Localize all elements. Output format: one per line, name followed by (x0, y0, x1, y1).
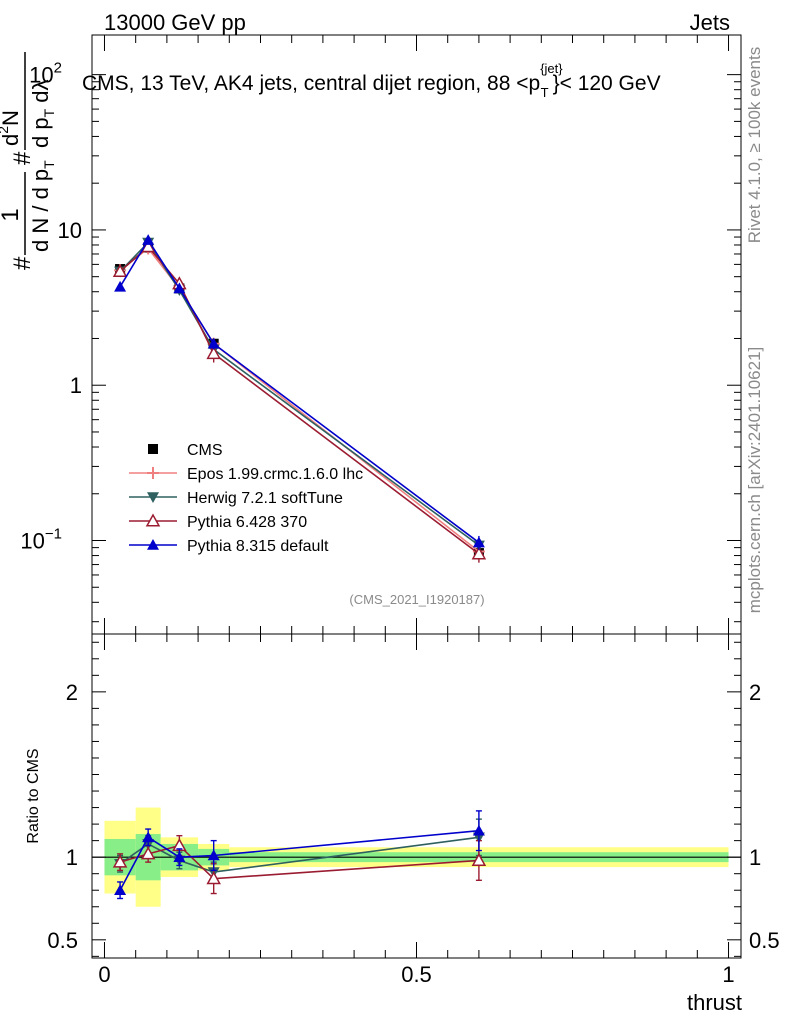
main-y-tick-label: 1 (70, 373, 82, 398)
analysis-id-label: (CMS_2021_I1920187) (349, 592, 484, 607)
title-end: }< 120 GeV (553, 72, 661, 95)
ratio-point (207, 849, 220, 861)
ratio-y-label: Ratio to CMS (25, 748, 42, 843)
main-y-tick-label: 10−1 (20, 526, 62, 554)
legend-marker (147, 467, 159, 479)
ratio-x-ticks: 0 0.5 1 (98, 634, 735, 987)
data-point (114, 280, 127, 292)
legend-item: Herwig 7.2.1 softTune (129, 490, 343, 507)
main-panel: 10−1 1 10 102 (20, 34, 742, 635)
mcplots-label: mcplots.cern.ch [arXiv:2401.10621] (745, 347, 764, 613)
legend-marker (148, 444, 158, 454)
ylabel-den2: d pT dλ (28, 79, 57, 148)
data-point (173, 282, 186, 294)
series-0 (115, 242, 484, 559)
ratio-point (142, 831, 155, 843)
legend-label: Epos 1.99.crmc.1.6.0 lhc (187, 466, 363, 483)
header-right: Jets (690, 10, 730, 35)
header-left: 13000 GeV pp (104, 10, 246, 35)
main-series (112, 234, 487, 563)
legend-marker (147, 539, 159, 550)
ratio-y-tick-label: 1 (66, 845, 78, 870)
data-point (207, 337, 220, 349)
title-main: CMS, 13 TeV, AK4 jets, central dijet reg… (82, 72, 540, 95)
x-tick-label: 1 (722, 962, 734, 987)
legend-marker (145, 513, 161, 527)
ratio-y-ticks: 0.5 0.5 1 1 2 2 (47, 641, 780, 957)
ylabel-one: 1 (0, 208, 24, 221)
ratio-point (206, 871, 221, 885)
series-1 (114, 242, 485, 559)
main-y-tick-label: 10 (58, 218, 82, 243)
legend-item: Pythia 6.428 370 (129, 513, 307, 531)
ylabel-hash1: # (9, 256, 36, 270)
data-point (472, 536, 485, 548)
x-tick-label: 0 (98, 962, 110, 987)
main-y-label: # 1 d N / d pT # d2N d pT dλ (0, 52, 57, 270)
legend-label: CMS (187, 442, 223, 459)
ratio-y-tick-label: 0.5 (47, 928, 78, 953)
ratio-y-tick-label-right: 0.5 (749, 928, 780, 953)
ratio-point (472, 824, 485, 836)
data-point (471, 546, 487, 560)
legend: CMS Epos 1.99.crmc.1.6.0 lhc Herwig 7.2.1 … (129, 442, 363, 555)
legend-item: Pythia 8.315 default (129, 538, 329, 555)
ylabel-num: d2N (0, 110, 23, 146)
rivet-version-label: Rivet 4.1.0, ≥ 100k events (745, 47, 764, 243)
ratio-frame (91, 633, 742, 959)
ratio-y-tick-label-right: 2 (749, 680, 761, 705)
data-point (112, 263, 128, 278)
main-y-tick-label: 102 (29, 60, 62, 88)
ratio-panel: 0.5 0.51 12 2 0 0.5 1 (47, 633, 780, 987)
ylabel-denom: d N / d pT (28, 160, 57, 252)
data-point (142, 234, 155, 245)
ratio-series-4 (114, 810, 485, 900)
ratio-point (114, 884, 127, 896)
legend-marker (147, 492, 159, 503)
title-sub: T (541, 85, 549, 100)
ylabel-hash2: # (9, 151, 36, 165)
main-x-ticks (103, 35, 730, 634)
main-y-ticks: 10−1 1 10 102 (20, 60, 741, 623)
legend-item: Epos 1.99.crmc.1.6.0 lhc (129, 466, 363, 483)
ratio-series (112, 810, 487, 900)
ratio-y-tick-label-right: 1 (749, 845, 761, 870)
x-tick-label: 0.5 (401, 962, 432, 987)
legend-item: CMS (148, 442, 223, 459)
ratio-point (112, 854, 128, 868)
ratio-point (173, 851, 186, 862)
ratio-point (140, 846, 156, 860)
x-axis-label: thrust (687, 990, 742, 1015)
data-point (206, 345, 221, 360)
ratio-y-tick-label: 2 (66, 680, 78, 705)
ratio-point (471, 852, 487, 867)
chart-title: CMS, 13 TeV, AK4 jets, central dijet reg… (82, 61, 661, 100)
legend-label: Pythia 8.315 default (187, 538, 329, 555)
title-sup: {jet} (540, 61, 563, 76)
series-4 (114, 234, 485, 550)
legend-label: Pythia 6.428 370 (187, 514, 307, 531)
legend-label: Herwig 7.2.1 softTune (187, 490, 343, 507)
